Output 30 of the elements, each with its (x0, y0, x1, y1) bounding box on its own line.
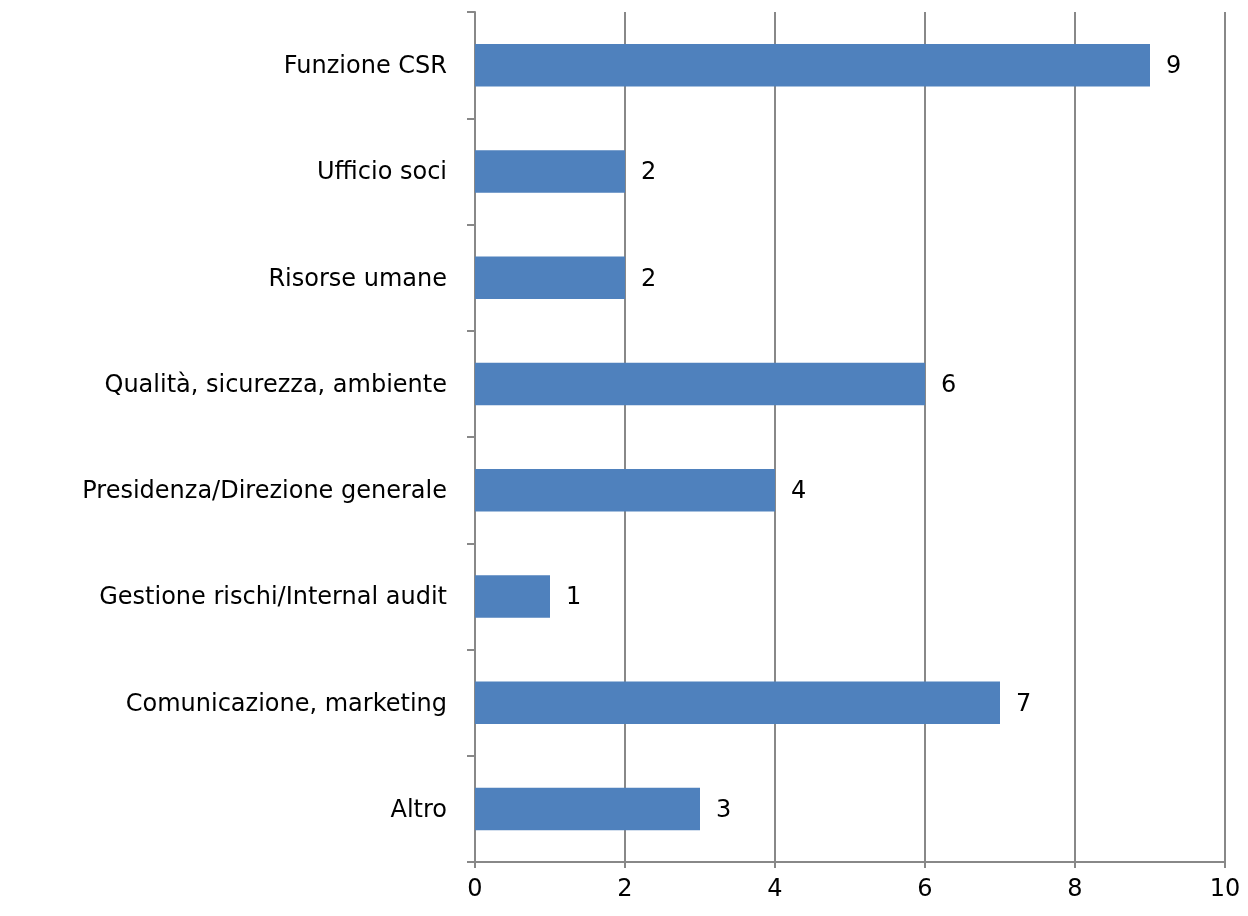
x-tick-label: 8 (1067, 874, 1083, 902)
data-label: 2 (641, 157, 657, 186)
bar (475, 575, 550, 618)
y-tick-label: Gestione rischi/Internal audit (99, 582, 447, 611)
data-label: 3 (716, 794, 732, 823)
y-tick-label: Risorse umane (268, 263, 447, 292)
data-label: 4 (791, 476, 807, 505)
bar (475, 681, 1000, 724)
x-tick-label: 2 (617, 874, 633, 902)
x-tick-label: 10 (1209, 874, 1241, 902)
bar (475, 787, 700, 831)
y-tick-label: Altro (390, 794, 447, 823)
y-tick-label: Presidenza/Direzione generale (82, 476, 447, 505)
bar (475, 43, 1150, 87)
bar (475, 150, 625, 193)
bar (475, 256, 625, 299)
bar (475, 362, 925, 406)
data-label: 2 (641, 263, 657, 292)
x-tick-label: 6 (917, 874, 933, 902)
data-label: 6 (941, 369, 957, 398)
y-tick-label: Funzione CSR (283, 51, 447, 80)
data-label: 1 (566, 582, 582, 611)
data-label: 9 (1166, 51, 1182, 80)
bar (475, 468, 775, 512)
data-label: 7 (1016, 688, 1032, 717)
x-tick-label: 0 (467, 874, 483, 902)
x-tick-label: 4 (767, 874, 783, 902)
y-tick-label: Qualità, sicurezza, ambiente (104, 369, 447, 398)
y-tick-label: Comunicazione, marketing (125, 688, 447, 717)
y-tick-label: Ufficio soci (317, 157, 447, 186)
